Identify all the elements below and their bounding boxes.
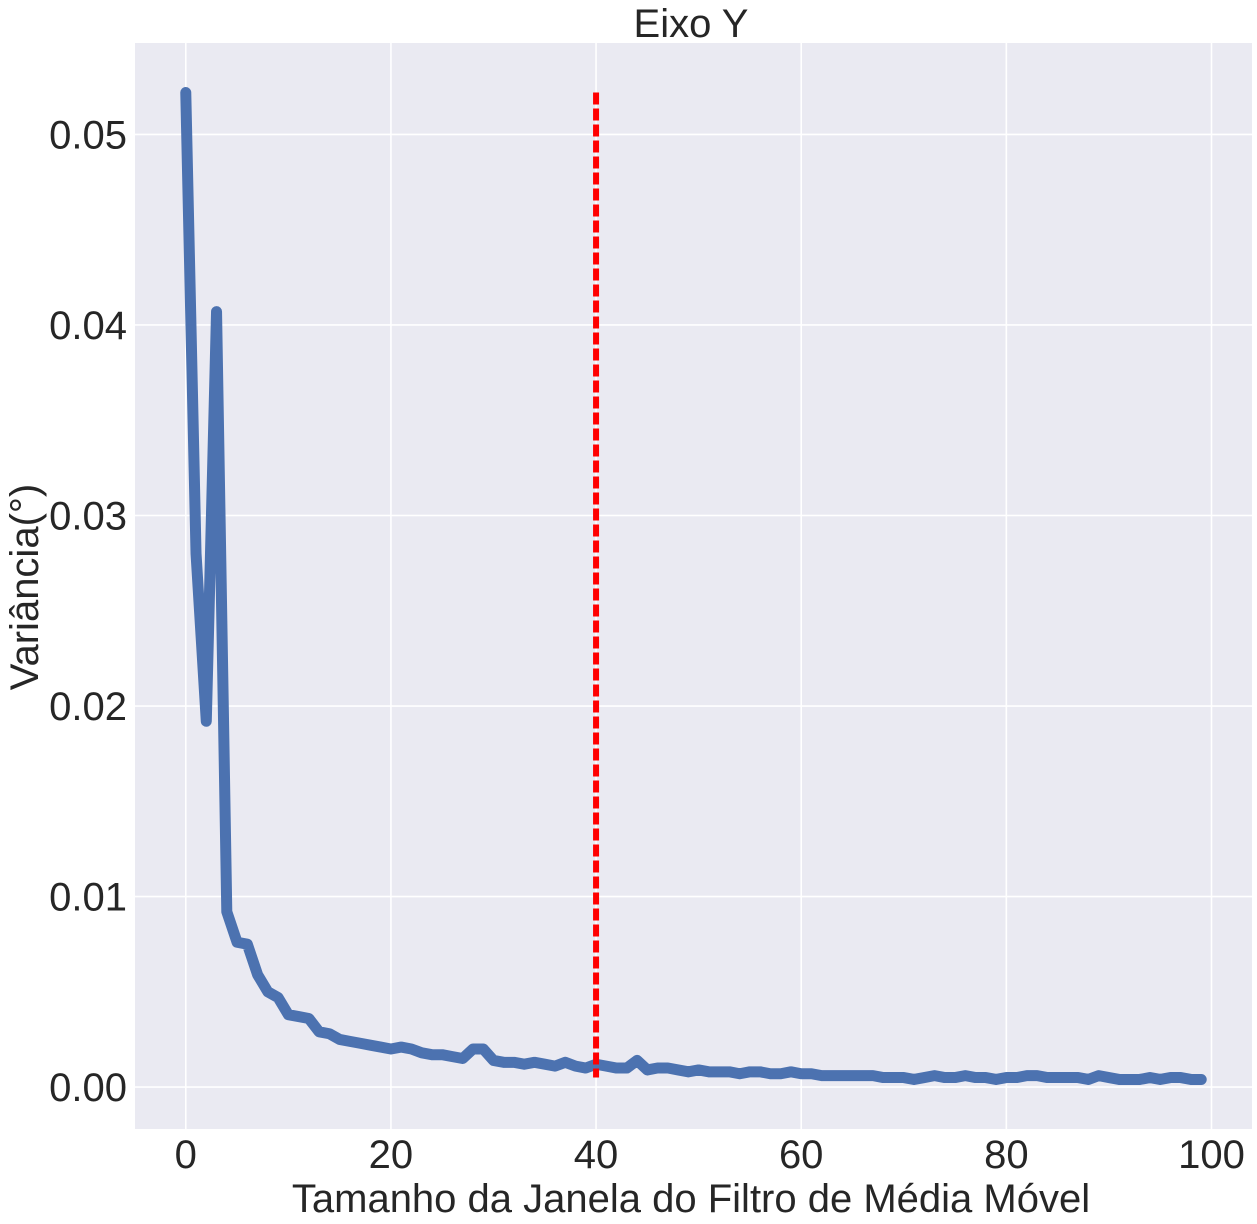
- y-tick-label: 0.01: [49, 876, 127, 920]
- y-tick-label: 0.00: [49, 1066, 127, 1110]
- x-axis-label: Tamanho da Janela do Filtro de Média Móv…: [292, 1177, 1090, 1221]
- plot-marks: [180, 87, 1207, 1085]
- x-tick-label: 0: [175, 1133, 197, 1177]
- y-tick-labels: 0.00 0.01 0.02 0.03 0.04 0.05: [49, 113, 127, 1110]
- y-tick-label: 0.05: [49, 113, 127, 157]
- y-axis-label: Variância(°): [3, 484, 47, 690]
- x-tick-label: 20: [369, 1133, 414, 1177]
- x-tick-label: 80: [984, 1133, 1029, 1177]
- x-tick-label: 60: [779, 1133, 824, 1177]
- x-tick-labels: 0 20 40 60 80 100: [175, 1133, 1245, 1177]
- y-tick-label: 0.03: [49, 495, 127, 539]
- chart-title: Eixo Y: [634, 2, 749, 46]
- y-tick-label: 0.02: [49, 685, 127, 729]
- series-line: [180, 87, 1207, 1085]
- y-tick-label: 0.04: [49, 304, 127, 348]
- x-tick-label: 100: [1178, 1133, 1245, 1177]
- plot-background: [135, 43, 1252, 1129]
- x-tick-label: 40: [574, 1133, 619, 1177]
